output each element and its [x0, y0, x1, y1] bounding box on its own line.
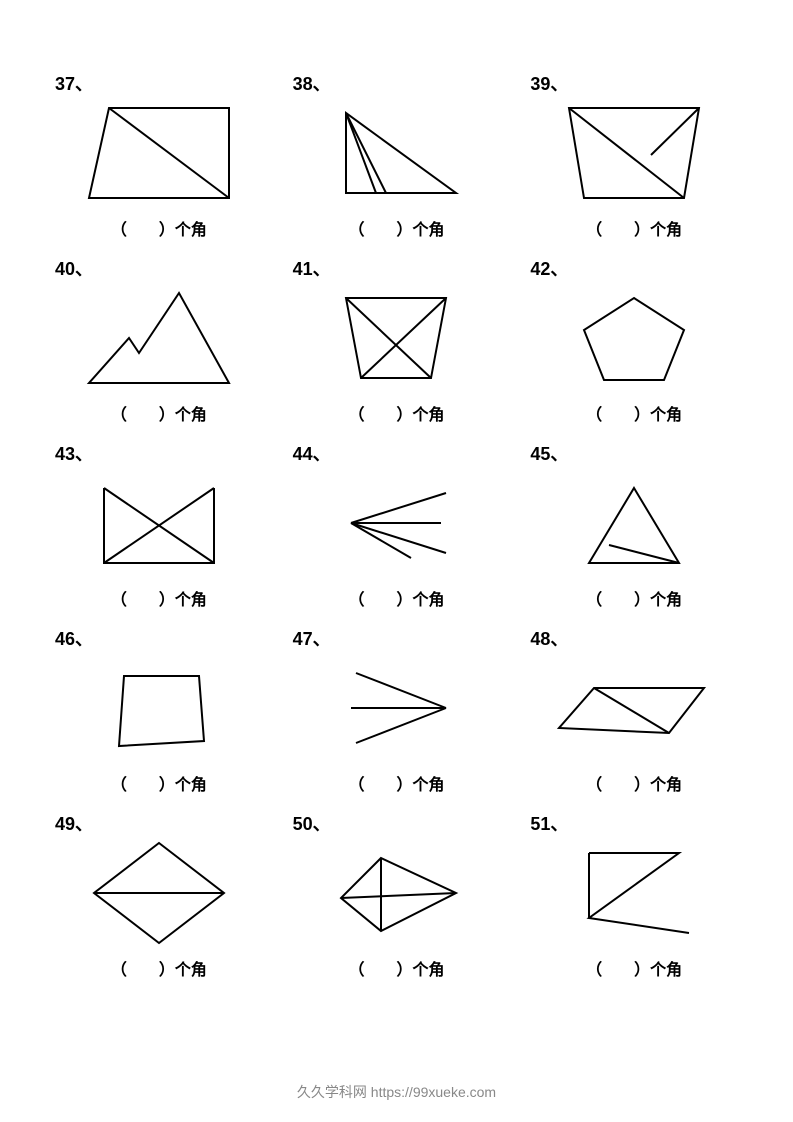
question-number: 38、 [293, 70, 331, 96]
question-43: 43、 （ ）个角 [50, 440, 268, 610]
shape-svg [89, 473, 229, 573]
question-number: 46、 [55, 625, 93, 651]
question-number: 41、 [293, 255, 331, 281]
shape-svg [569, 838, 699, 948]
question-number: 43、 [55, 440, 93, 466]
shape-container [50, 98, 268, 208]
shape-container [525, 838, 743, 948]
answer-text: （ ）个角 [288, 401, 506, 425]
shape-svg [574, 473, 694, 573]
question-45: 45、 （ ）个角 [525, 440, 743, 610]
question-number: 50、 [293, 810, 331, 836]
shape-container [288, 283, 506, 393]
shape-container [50, 653, 268, 763]
shape-container [288, 838, 506, 948]
answer-text: （ ）个角 [525, 586, 743, 610]
question-48: 48、 （ ）个角 [525, 625, 743, 795]
answer-text: （ ）个角 [525, 956, 743, 980]
question-number: 40、 [55, 255, 93, 281]
shape-container [525, 653, 743, 763]
question-39: 39、 （ ）个角 [525, 70, 743, 240]
shape-svg [326, 843, 466, 943]
page-footer: 久久学科网 https://99xueke.com [0, 1082, 793, 1102]
shape-svg [331, 658, 461, 758]
question-51: 51、 （ ）个角 [525, 810, 743, 980]
answer-text: （ ）个角 [288, 586, 506, 610]
shape-svg [79, 283, 239, 393]
answer-text: （ ）个角 [525, 771, 743, 795]
shape-container [525, 468, 743, 578]
question-number: 44、 [293, 440, 331, 466]
shape-container [288, 98, 506, 208]
question-47: 47、 （ ）个角 [288, 625, 506, 795]
shape-container [525, 283, 743, 393]
question-number: 45、 [530, 440, 568, 466]
shape-container [525, 98, 743, 208]
shape-container [288, 468, 506, 578]
worksheet-grid: 37、 （ ）个角 38、 （ ）个角 39、 （ ）个角 40、 [50, 70, 743, 980]
question-38: 38、 （ ）个角 [288, 70, 506, 240]
shape-svg [549, 98, 719, 208]
question-number: 39、 [530, 70, 568, 96]
answer-text: （ ）个角 [288, 956, 506, 980]
question-44: 44、 （ ）个角 [288, 440, 506, 610]
shape-container [50, 283, 268, 393]
question-number: 47、 [293, 625, 331, 651]
question-number: 51、 [530, 810, 568, 836]
answer-text: （ ）个角 [50, 956, 268, 980]
shape-svg [331, 473, 461, 573]
shape-container [50, 838, 268, 948]
shape-svg [79, 98, 239, 208]
question-37: 37、 （ ）个角 [50, 70, 268, 240]
shape-svg [84, 833, 234, 953]
shape-svg [326, 288, 466, 388]
answer-text: （ ）个角 [288, 216, 506, 240]
answer-text: （ ）个角 [50, 771, 268, 795]
answer-text: （ ）个角 [525, 216, 743, 240]
question-number: 42、 [530, 255, 568, 281]
answer-text: （ ）个角 [50, 216, 268, 240]
question-49: 49、 （ ）个角 [50, 810, 268, 980]
shape-svg [99, 661, 219, 756]
answer-text: （ ）个角 [525, 401, 743, 425]
question-number: 37、 [55, 70, 93, 96]
shape-svg [569, 288, 699, 388]
question-41: 41、 （ ）个角 [288, 255, 506, 425]
shape-container [288, 653, 506, 763]
answer-text: （ ）个角 [288, 771, 506, 795]
question-40: 40、 （ ）个角 [50, 255, 268, 425]
question-50: 50、 （ ）个角 [288, 810, 506, 980]
answer-text: （ ）个角 [50, 586, 268, 610]
question-46: 46、 （ ）个角 [50, 625, 268, 795]
question-42: 42、 （ ）个角 [525, 255, 743, 425]
shape-container [50, 468, 268, 578]
shape-svg [549, 673, 719, 743]
question-number: 48、 [530, 625, 568, 651]
shape-svg [326, 103, 466, 203]
answer-text: （ ）个角 [50, 401, 268, 425]
